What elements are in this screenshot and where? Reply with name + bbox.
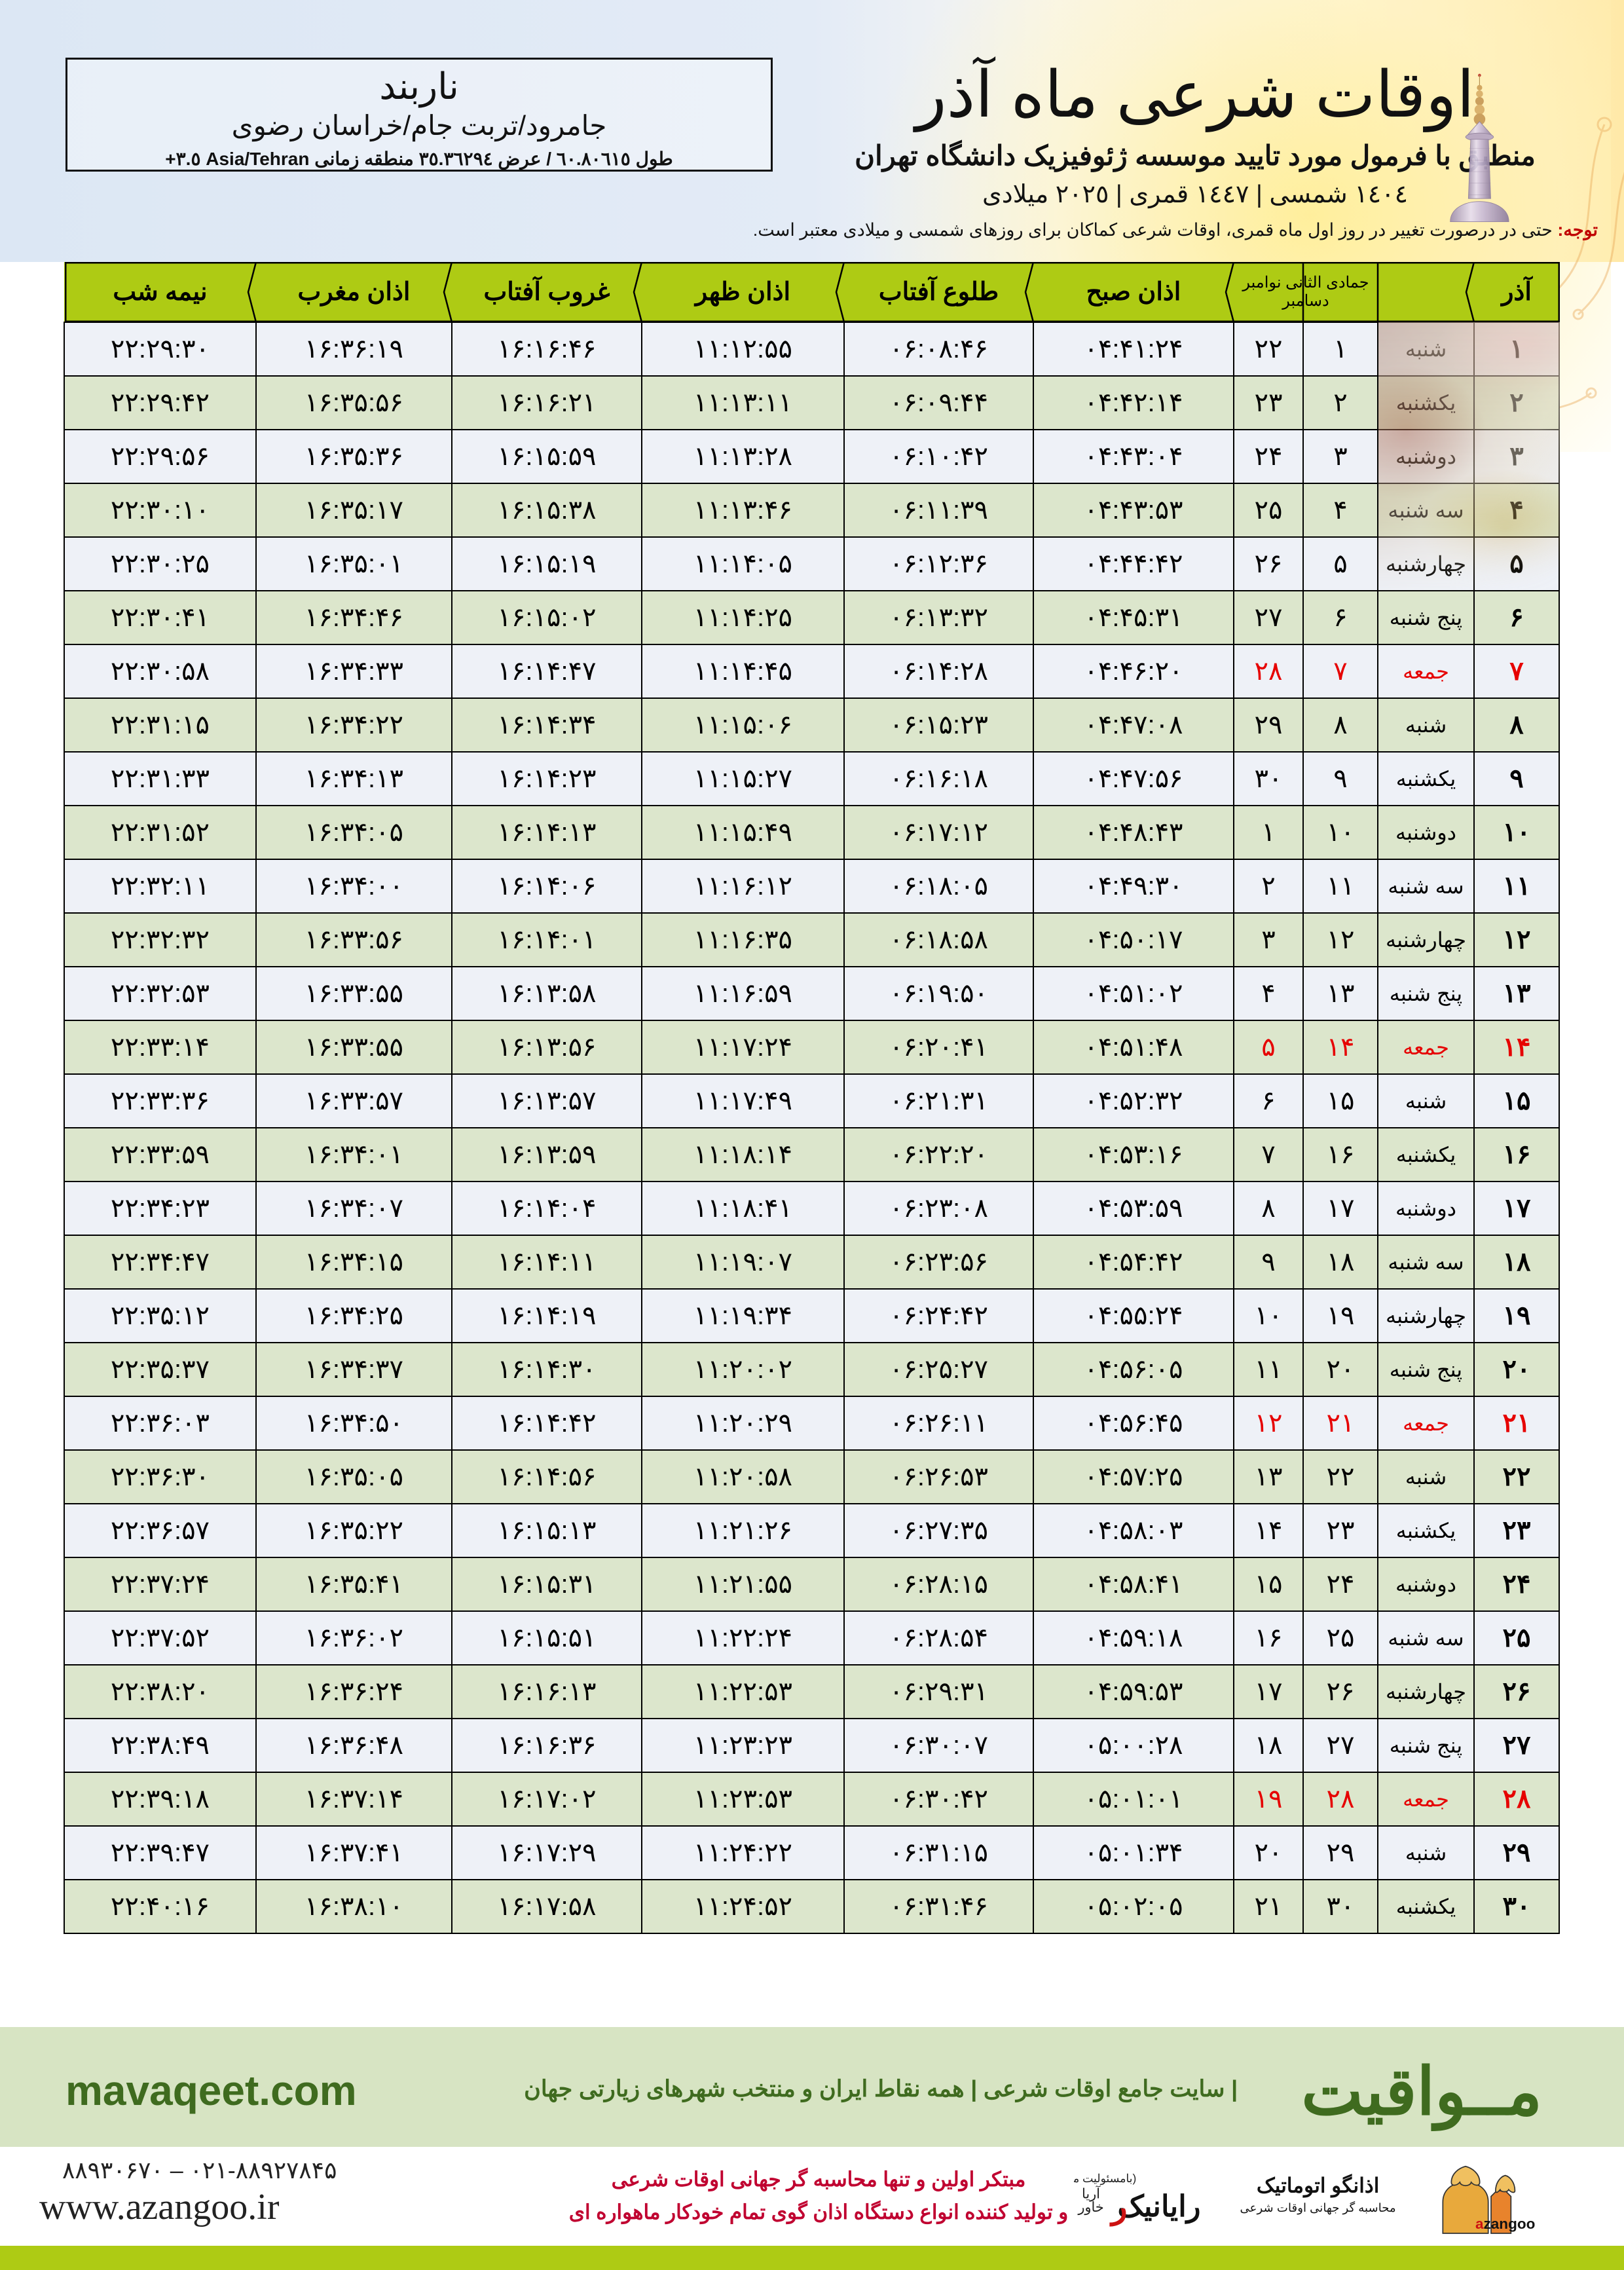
svg-text:(بامسئولیت محدود): (بامسئولیت محدود) [1074,2172,1136,2186]
svg-text:رایانیک: رایانیک [1118,2189,1201,2224]
svg-text:اذانگو اتوماتیک: اذانگو اتوماتیک [1257,2174,1380,2199]
svg-text:خاور: خاور [1077,2200,1103,2216]
svg-text:ر: ر [1109,2189,1127,2227]
svg-text:azangoo: azangoo [1475,2216,1535,2232]
svg-text:محاسبه گر جهانی اوقات شرعی: محاسبه گر جهانی اوقات شرعی [1240,2201,1396,2215]
